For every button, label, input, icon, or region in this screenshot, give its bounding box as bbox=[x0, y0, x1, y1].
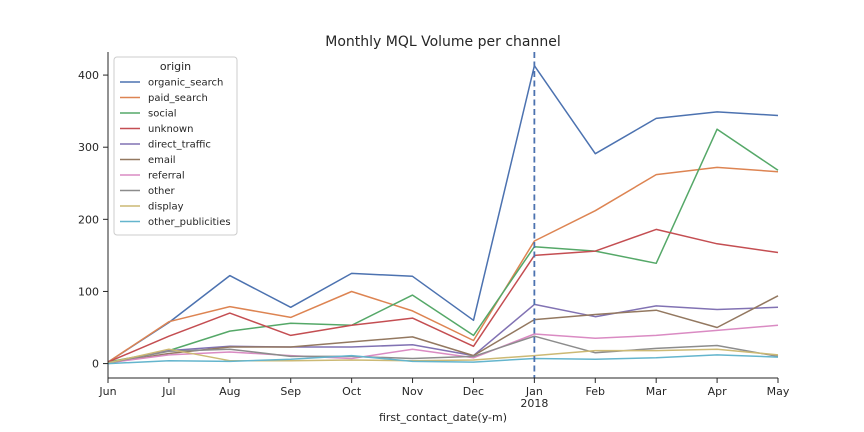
x-tick-label: Nov bbox=[402, 385, 424, 398]
x-tick-label: Dec bbox=[463, 385, 484, 398]
legend-entry: direct_traffic bbox=[148, 140, 211, 151]
legend-entry: organic_search bbox=[148, 78, 223, 89]
legend-entry: email bbox=[148, 155, 176, 166]
series-line-social bbox=[107, 128, 779, 363]
legend-title: origin bbox=[160, 60, 191, 73]
y-tick-label: 0 bbox=[92, 358, 99, 371]
x-tick-label: Mar bbox=[646, 385, 667, 398]
legend-entry: display bbox=[148, 202, 184, 213]
series-line-display bbox=[107, 348, 779, 364]
x-tick-label: Jun bbox=[98, 385, 116, 398]
series-line-paid-search bbox=[107, 166, 779, 363]
series-line-unknown bbox=[107, 228, 779, 363]
x-tick-label: May bbox=[767, 385, 790, 398]
plot-area bbox=[107, 52, 779, 378]
y-tick-label: 100 bbox=[78, 285, 99, 298]
x-tick-sublabel: 2018 bbox=[520, 397, 548, 410]
legend-box bbox=[113, 56, 238, 236]
legend-entry: referral bbox=[148, 171, 185, 182]
series-line-email bbox=[107, 295, 779, 364]
series-line-direct-traffic bbox=[107, 303, 779, 364]
y-axis: 0 100 200 300 400 bbox=[78, 52, 109, 378]
x-tick-label: Jan bbox=[525, 385, 543, 398]
x-tick-label: Sep bbox=[280, 385, 301, 398]
y-tick-label: 300 bbox=[78, 141, 99, 154]
series-line-referral bbox=[107, 324, 779, 364]
x-tick-label: Aug bbox=[219, 385, 240, 398]
series-line-organic-search bbox=[107, 64, 779, 363]
x-tick-label: Apr bbox=[708, 385, 728, 398]
series-line-other bbox=[107, 335, 779, 364]
x-tick-label: Oct bbox=[342, 385, 362, 398]
y-tick-label: 400 bbox=[78, 69, 99, 82]
legend-entry: other bbox=[148, 186, 176, 197]
x-tick-label: Feb bbox=[586, 385, 605, 398]
legend-entry: paid_search bbox=[148, 93, 208, 104]
x-axis-label: first_contact_date(y-m) bbox=[379, 411, 507, 424]
series-line-other-publicities bbox=[107, 354, 779, 365]
legend-entry: unknown bbox=[148, 124, 193, 135]
legend-entry: other_publicities bbox=[148, 217, 231, 228]
legend-entry: social bbox=[148, 109, 177, 120]
chart-title: Monthly MQL Volume per channel bbox=[325, 34, 560, 50]
x-tick-label: Jul bbox=[161, 385, 175, 398]
y-tick-label: 200 bbox=[78, 213, 99, 226]
